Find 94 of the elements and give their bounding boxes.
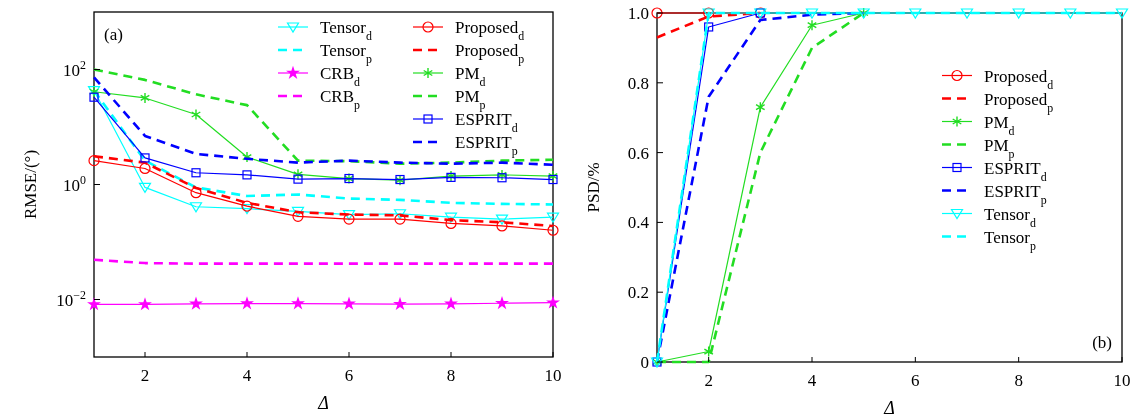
point: [805, 8, 819, 19]
point: [445, 217, 457, 230]
legend-label: PM$_{p}$: [984, 135, 1015, 161]
x-tick-label: 6: [911, 371, 920, 390]
point: [497, 173, 507, 183]
point: [394, 213, 406, 225]
x-tick-label: 10: [544, 366, 562, 385]
x-tick-label: 2: [140, 366, 150, 385]
point: [444, 296, 458, 310]
point: [88, 155, 100, 167]
point: [139, 162, 151, 175]
legend-label: PM$_{d}$: [984, 112, 1015, 138]
point: [343, 213, 355, 225]
point: [546, 212, 560, 223]
point: [548, 174, 558, 185]
x-tick-label: 10: [1113, 371, 1131, 390]
point: [393, 296, 407, 311]
point: [495, 214, 509, 225]
y-tick-label: 0.6: [627, 143, 649, 163]
point: [138, 182, 152, 194]
legend-label: Proposed$_{p}$: [455, 41, 525, 66]
point: [242, 151, 252, 163]
legend-label: Proposed$_{d}$: [984, 66, 1054, 92]
x-axis-title: Δ: [883, 398, 895, 415]
annotation: (b): [1092, 333, 1112, 352]
point: [293, 168, 303, 181]
point: [293, 174, 303, 184]
point: [703, 345, 714, 358]
y-axis-title: PSD/%: [584, 162, 603, 213]
point: [547, 224, 559, 236]
legend-label: CRB$_{d}$: [320, 64, 361, 89]
point: [89, 92, 99, 102]
point: [292, 210, 304, 222]
legend-label: PM$_{p}$: [455, 87, 486, 112]
y-axis-title: RMSE/(°): [21, 149, 40, 220]
legend-label: Tensor$_{p}$: [320, 41, 373, 66]
point: [960, 8, 974, 19]
point: [496, 220, 508, 232]
point: [140, 92, 150, 104]
point: [342, 209, 356, 221]
point: [495, 295, 509, 310]
point: [138, 297, 152, 311]
x-tick-label: 8: [1014, 371, 1023, 390]
point: [444, 212, 458, 223]
point: [546, 295, 560, 309]
point: [291, 206, 305, 218]
y-tick-label: 0.4: [627, 213, 650, 233]
point: [240, 204, 254, 215]
legend-label: Tensor$_{p}$: [984, 227, 1037, 253]
point: [651, 7, 663, 19]
legend-label: PM$_{d}$: [455, 64, 486, 89]
y-tick-label: 0: [640, 353, 649, 372]
y-tick-label: 10$^{0}$: [63, 172, 87, 195]
legend-label: Proposed$_{p}$: [984, 89, 1054, 115]
legend-label: Proposed$_{d}$: [455, 18, 525, 43]
point: [755, 101, 766, 113]
legend-label: CRB$_{p}$: [320, 87, 361, 112]
y-tick-label: 10$^{2}$: [63, 57, 87, 80]
y-tick-label: 1.0: [627, 4, 649, 23]
point: [189, 296, 203, 310]
point: [393, 209, 407, 220]
point: [241, 200, 253, 212]
legend-label: Tensor$_{d}$: [984, 204, 1037, 230]
point: [807, 19, 817, 31]
point: [242, 170, 252, 180]
y-tick-label: 0.2: [627, 283, 649, 303]
x-tick-label: 6: [344, 366, 354, 385]
y-tick-label: 0.8: [627, 73, 649, 93]
x-tick-label: 2: [704, 371, 713, 390]
point: [87, 297, 101, 311]
point: [140, 153, 150, 163]
legend-label: ESPRIT$_{p}$: [455, 133, 518, 158]
point: [497, 169, 507, 181]
legend-label: ESPRIT$_{p}$: [984, 181, 1047, 207]
point: [240, 296, 254, 310]
point: [1064, 8, 1077, 19]
x-tick-label: 4: [242, 366, 252, 385]
point: [1115, 8, 1129, 19]
point: [191, 108, 201, 121]
point: [909, 8, 922, 19]
annotation: (a): [104, 25, 123, 44]
x-axis-title: Δ: [317, 393, 329, 413]
point: [190, 187, 202, 199]
point: [191, 168, 201, 178]
y-tick-label: 10$^{−2}$: [56, 287, 87, 310]
x-tick-label: 8: [446, 366, 456, 385]
point: [548, 170, 558, 182]
point: [1012, 8, 1025, 19]
legend-label: Tensor$_{d}$: [320, 18, 373, 43]
point: [704, 22, 714, 32]
point: [291, 296, 305, 310]
x-tick-label: 4: [807, 371, 817, 390]
point: [342, 296, 356, 310]
point: [189, 202, 203, 213]
